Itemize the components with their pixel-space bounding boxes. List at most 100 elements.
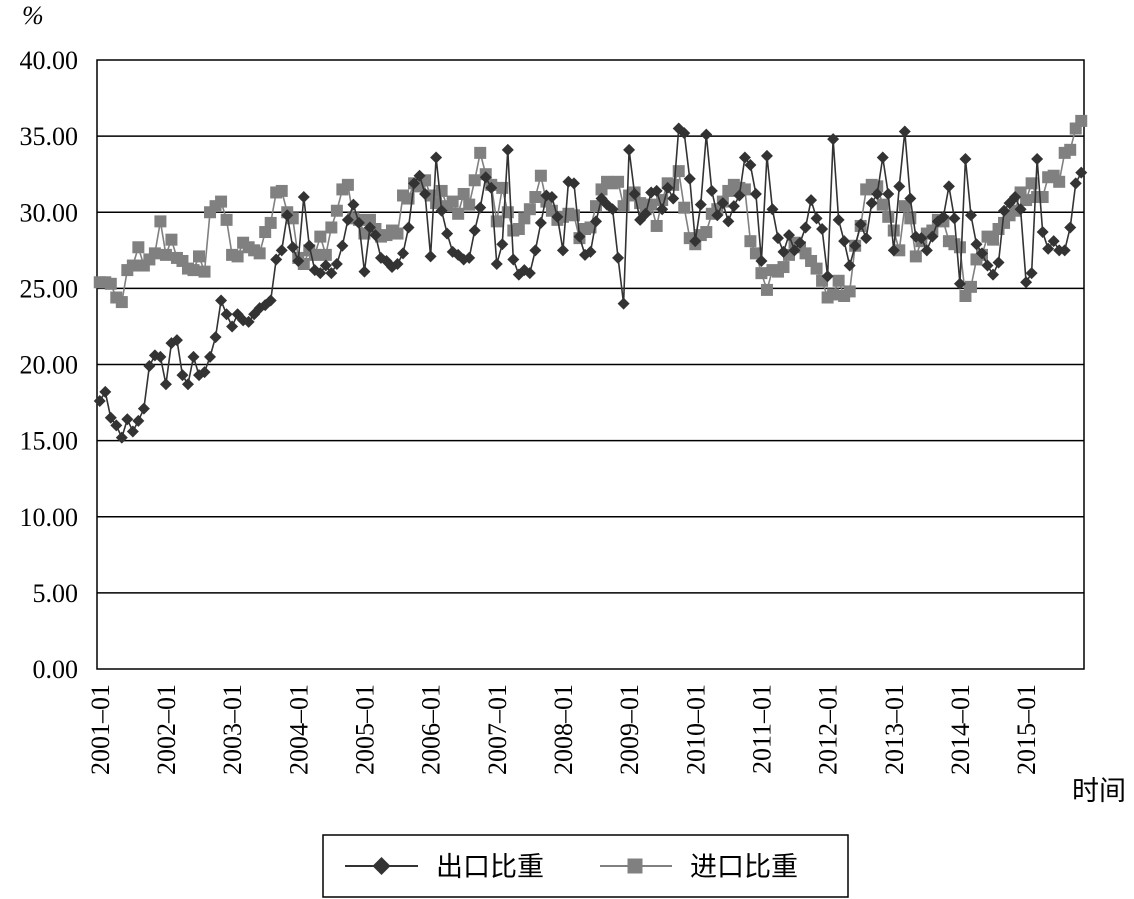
point-import xyxy=(523,203,536,216)
point-export xyxy=(330,258,343,271)
series-import xyxy=(93,114,1088,309)
point-export xyxy=(275,244,288,257)
point-import xyxy=(435,184,448,197)
point-import xyxy=(452,207,465,220)
point-export xyxy=(893,180,906,193)
point-export xyxy=(755,254,768,267)
point-export xyxy=(204,350,217,363)
point-export xyxy=(975,247,988,260)
point-import xyxy=(518,212,531,225)
point-import xyxy=(827,288,840,301)
point-export xyxy=(496,238,509,251)
point-export xyxy=(705,184,718,197)
y-tick-label: 40.00 xyxy=(20,46,79,75)
point-export xyxy=(727,200,740,213)
point-export xyxy=(347,198,360,211)
point-import xyxy=(650,219,663,232)
point-export xyxy=(926,230,939,243)
point-export xyxy=(876,151,889,164)
point-export xyxy=(1020,276,1033,289)
point-import xyxy=(1036,191,1049,204)
point-export xyxy=(981,259,994,272)
series-export xyxy=(93,122,1088,444)
x-tick-label: 2008–01 xyxy=(549,684,578,775)
point-export xyxy=(181,378,194,391)
x-tick-label: 2004–01 xyxy=(284,684,313,775)
point-export xyxy=(650,184,663,197)
point-export xyxy=(352,216,365,229)
point-export xyxy=(766,203,779,216)
point-import xyxy=(964,280,977,293)
x-tick-label: 2007–01 xyxy=(483,684,512,775)
point-export xyxy=(738,151,751,164)
point-export xyxy=(402,221,415,234)
point-export xyxy=(678,127,691,140)
point-export xyxy=(474,201,487,214)
point-import xyxy=(1064,143,1077,156)
x-tick-label: 2013–01 xyxy=(880,684,909,775)
point-import xyxy=(959,289,972,302)
point-export xyxy=(1042,242,1055,255)
point-export xyxy=(964,209,977,222)
point-import xyxy=(810,262,823,275)
point-export xyxy=(920,244,933,257)
point-export xyxy=(656,203,669,216)
point-import xyxy=(832,274,845,287)
point-export xyxy=(628,187,641,200)
point-import xyxy=(275,184,288,197)
point-import xyxy=(457,187,470,200)
point-export xyxy=(915,232,928,245)
point-import xyxy=(148,247,161,260)
point-export xyxy=(722,215,735,228)
x-tick-label: 2010–01 xyxy=(681,684,710,775)
x-tick-label: 2003–01 xyxy=(218,684,247,775)
plot-area-frame xyxy=(96,59,1085,670)
point-export xyxy=(805,194,818,207)
point-export xyxy=(606,203,619,216)
point-export xyxy=(534,216,547,229)
point-export xyxy=(777,245,790,258)
point-export xyxy=(827,133,840,146)
point-export xyxy=(1014,203,1027,216)
point-export xyxy=(325,267,338,280)
point-export xyxy=(771,232,784,245)
point-import xyxy=(534,169,547,182)
point-import xyxy=(760,283,773,296)
point-import xyxy=(446,195,459,208)
y-tick-label: 20.00 xyxy=(20,351,79,380)
point-export xyxy=(397,247,410,260)
point-export xyxy=(556,244,569,257)
point-export xyxy=(501,143,514,156)
point-export xyxy=(733,189,746,202)
x-tick-label: 2011–01 xyxy=(747,684,776,774)
point-export xyxy=(93,395,106,408)
point-import xyxy=(165,233,178,246)
point-export xyxy=(948,212,961,225)
point-export xyxy=(639,207,652,220)
legend: 出口比重 进口比重 xyxy=(322,834,849,898)
point-export xyxy=(716,197,729,210)
point-export xyxy=(545,191,558,204)
point-export xyxy=(485,181,498,194)
point-import xyxy=(749,247,762,260)
gridlines xyxy=(97,135,1084,594)
point-export xyxy=(904,192,917,205)
point-import xyxy=(193,250,206,263)
legend-marker-export xyxy=(372,857,391,875)
point-export xyxy=(281,209,294,222)
point-export xyxy=(683,172,696,185)
point-import xyxy=(463,198,476,211)
point-export xyxy=(816,222,829,235)
point-import xyxy=(882,210,895,223)
point-import xyxy=(987,233,1000,246)
x-tick-label: 2009–01 xyxy=(615,684,644,775)
point-export xyxy=(226,320,239,333)
point-export xyxy=(430,151,443,164)
point-export xyxy=(463,251,476,264)
x-tick-label: 2012–01 xyxy=(814,684,843,775)
point-export xyxy=(799,221,812,234)
point-export xyxy=(479,171,492,184)
point-export xyxy=(1064,221,1077,234)
y-tick-label: 35.00 xyxy=(20,122,79,151)
point-export xyxy=(744,159,757,172)
